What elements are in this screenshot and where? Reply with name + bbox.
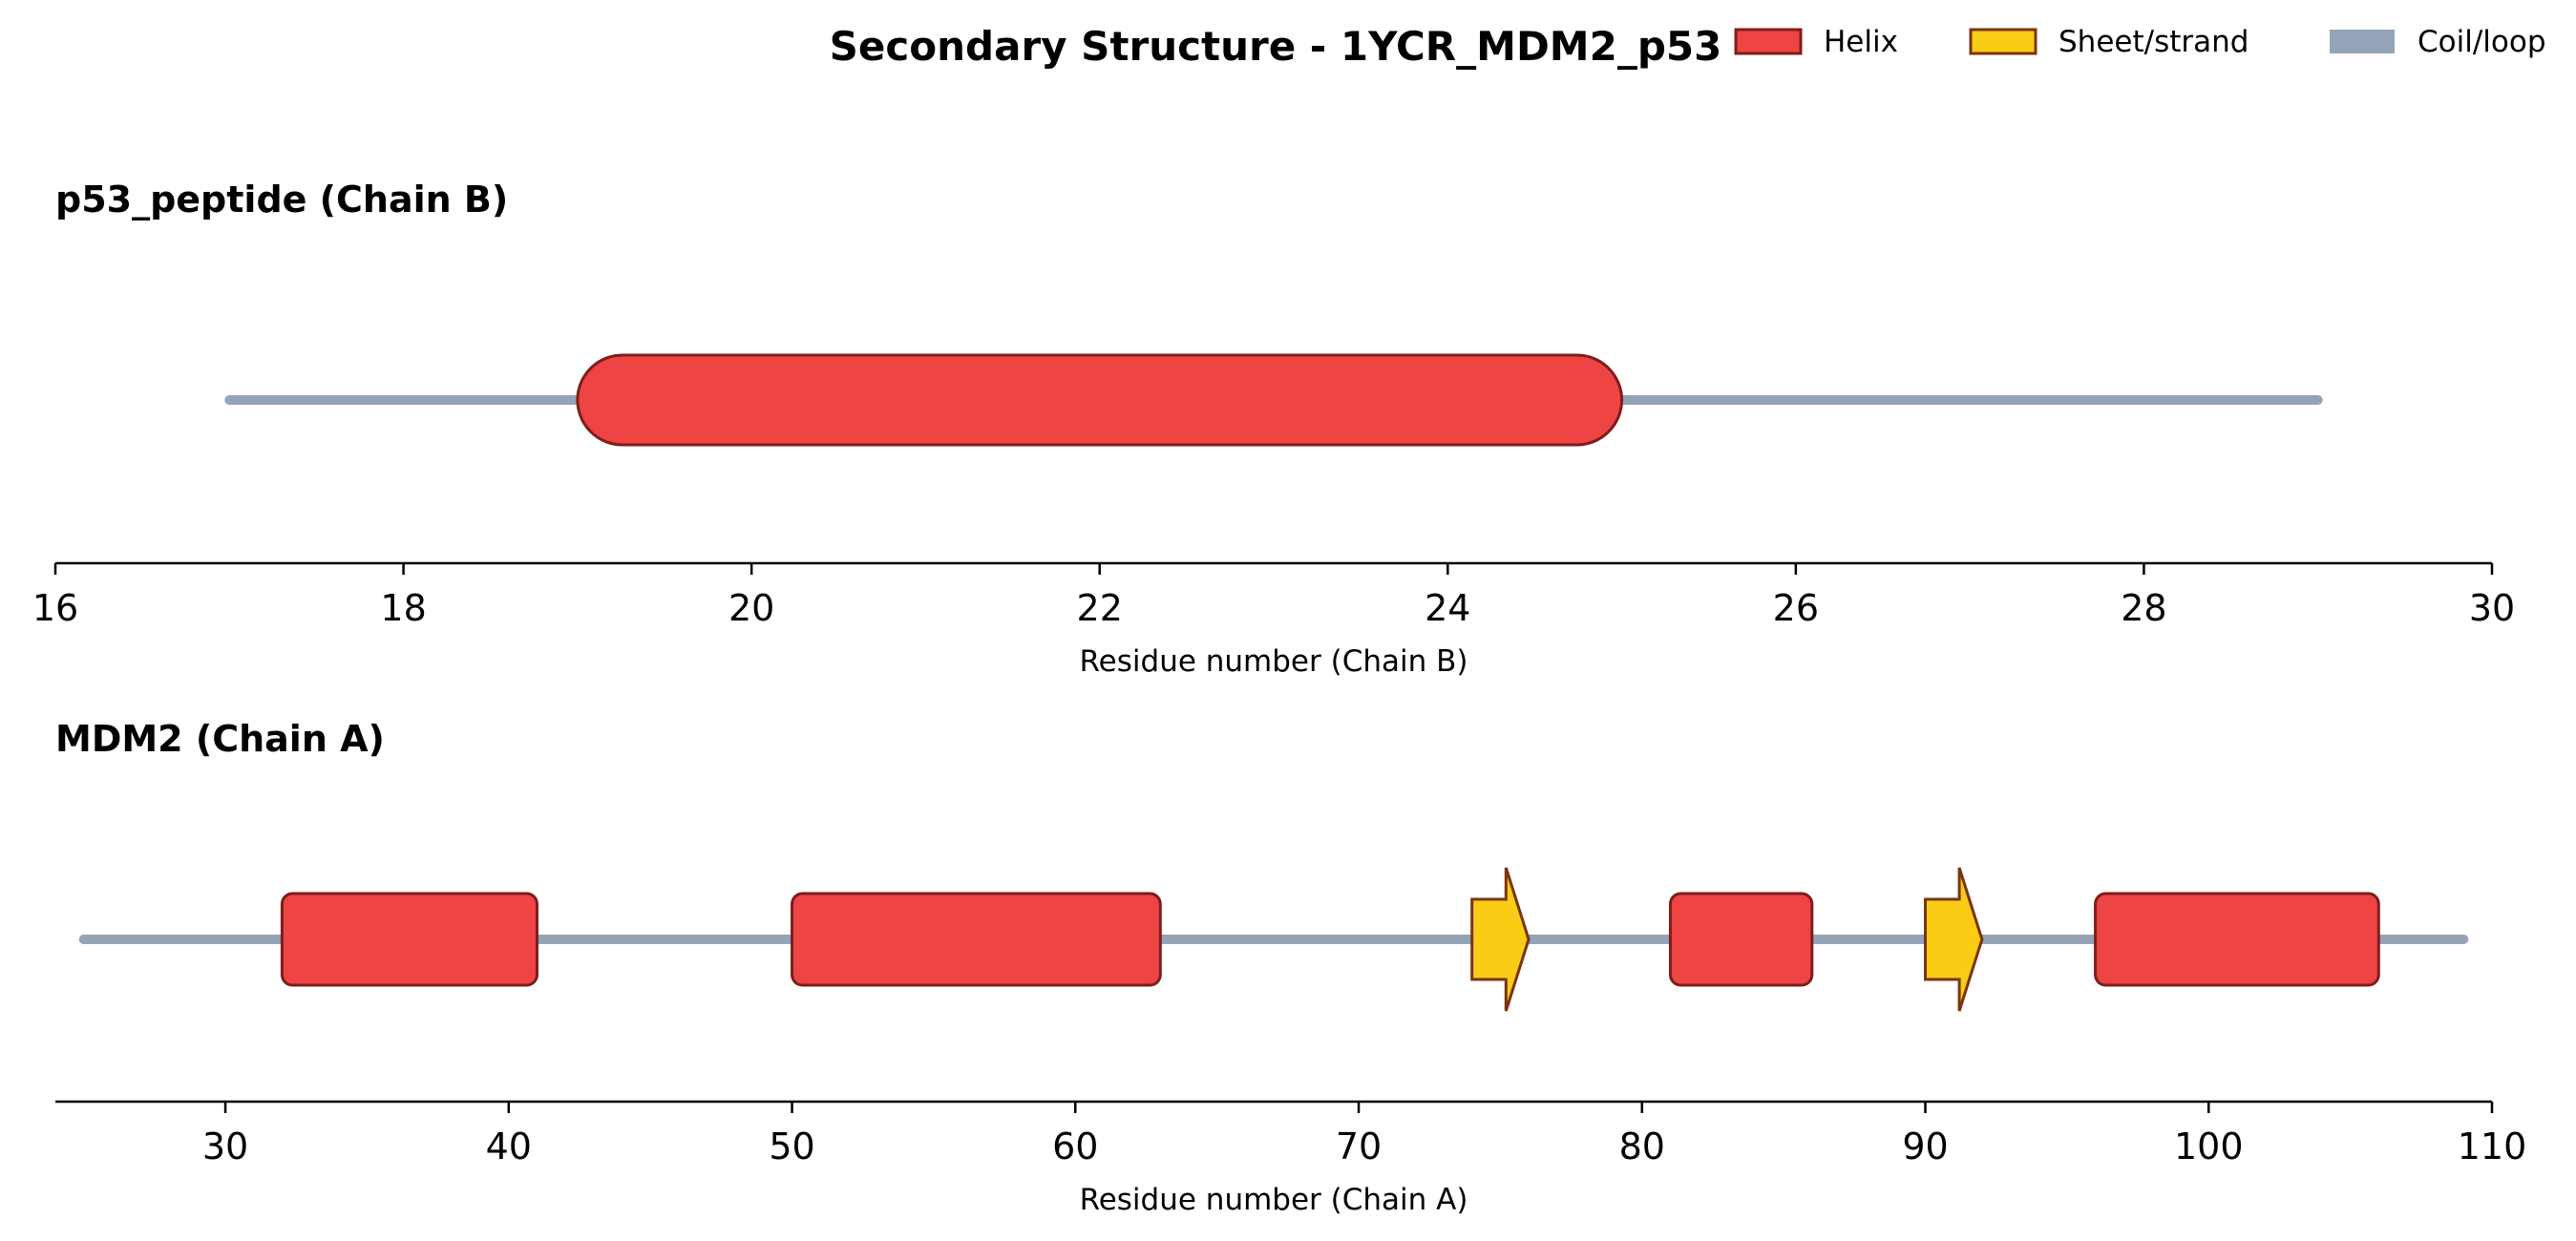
panel-title: p53_peptide (Chain B) — [55, 179, 508, 221]
x-tick-label: 90 — [1902, 1125, 1948, 1167]
x-tick-label: 110 — [2458, 1125, 2527, 1167]
panels: p53_peptide (Chain B) 16 18 20 22 24 26 28 30 Res… — [32, 179, 2526, 1217]
chart-title: Secondary Structure - 1YCR_MDM2_p53 — [830, 23, 1722, 70]
helix-segment — [791, 892, 1162, 987]
x-tick-label: 100 — [2174, 1125, 2244, 1167]
x-tick-label: 30 — [2469, 587, 2515, 629]
legend-label-coil: Coil/loop — [2418, 25, 2546, 59]
x-tick-label: 24 — [1425, 587, 1470, 629]
panel-1: p53_peptide (Chain B) 16 18 20 22 24 26 28 30 Res… — [32, 179, 2515, 679]
x-tick-label: 50 — [769, 1125, 814, 1167]
x-axis-label: Residue number (Chain B) — [1080, 644, 1468, 679]
x-tick-label: 70 — [1336, 1125, 1382, 1167]
x-tick-label: 22 — [1077, 587, 1123, 629]
x-axis-label: Residue number (Chain A) — [1080, 1183, 1468, 1217]
panel-2: MDM2 (Chain A) 30 40 50 60 70 80 90 100 110 Residu… — [55, 718, 2526, 1217]
x-tick-label: 28 — [2121, 587, 2166, 629]
helix-segment — [280, 892, 538, 987]
strand-arrow — [1924, 867, 1984, 1012]
strand-arrow — [1470, 867, 1531, 1012]
x-tick-label: 16 — [32, 587, 78, 629]
helix-segment — [2094, 892, 2380, 987]
legend-label-strand: Sheet/strand — [2059, 25, 2249, 59]
legend-swatch-strand — [1969, 28, 2038, 55]
x-tick-label: 60 — [1052, 1125, 1098, 1167]
x-tick-label: 80 — [1619, 1125, 1665, 1167]
x-tick-label: 26 — [1773, 587, 1819, 629]
helix-segment — [1668, 892, 1814, 987]
x-tick-label: 18 — [380, 587, 426, 629]
legend: Helix Sheet/strand Coil/loop — [1734, 25, 2546, 59]
x-tick-label: 40 — [486, 1125, 532, 1167]
x-tick-label: 20 — [728, 587, 774, 629]
x-tick-label: 30 — [202, 1125, 248, 1167]
legend-label-helix: Helix — [1824, 25, 1898, 59]
legend-swatch-coil — [2330, 30, 2395, 53]
helix-segment — [576, 353, 1624, 447]
panel-title: MDM2 (Chain A) — [55, 718, 385, 760]
legend-swatch-helix — [1734, 28, 1803, 55]
